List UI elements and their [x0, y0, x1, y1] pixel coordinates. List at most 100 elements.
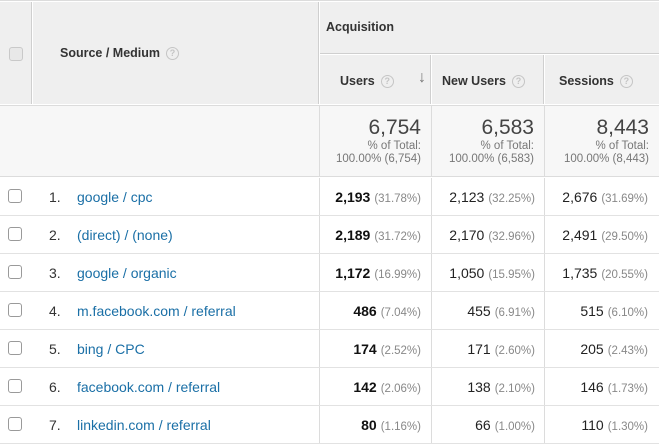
row-checkbox[interactable] [8, 379, 22, 393]
users-label: Users [340, 74, 375, 88]
users-value: 80 [361, 417, 377, 433]
sessions-cell: 515 (6.10%) [580, 303, 648, 319]
source-medium-link[interactable]: linkedin.com / referral [77, 417, 211, 433]
column-divider [544, 330, 545, 367]
sessions-value: 110 [581, 417, 604, 433]
users-cell: 2,193 (31.78%) [335, 189, 421, 205]
new-users-total-cell: 6,583 % of Total: 100.00% (6,583) [432, 105, 545, 177]
column-divider [431, 292, 432, 329]
new-users-percent: (2.10%) [494, 383, 535, 395]
users-total-caption: % of Total: [367, 140, 422, 152]
table-row: 6. facebook.com / referral 142 (2.06%) 138 (2… [0, 368, 659, 406]
help-icon[interactable]: ? [619, 75, 633, 88]
column-divider [319, 292, 320, 329]
users-total-cell: 6,754 % of Total: 100.00% (6,754) [320, 105, 432, 177]
row-checkbox[interactable] [8, 341, 22, 355]
sessions-total-value: 8,443 [596, 116, 649, 139]
new-users-cell: 2,170 (32.96%) [449, 227, 535, 243]
row-rank: 3. [49, 265, 61, 281]
users-value: 1,172 [335, 265, 371, 281]
row-checkbox[interactable] [8, 227, 22, 241]
sessions-cell: 110 (1.30%) [581, 417, 648, 433]
column-divider [431, 254, 432, 291]
help-icon[interactable]: ? [511, 75, 525, 88]
column-divider [319, 368, 320, 405]
new-users-cell: 171 (2.60%) [467, 341, 535, 357]
row-checkbox[interactable] [8, 189, 22, 203]
sessions-cell: 1,735 (20.55%) [562, 265, 648, 281]
users-percent: (16.99%) [374, 269, 421, 281]
sessions-cell: 2,676 (31.69%) [562, 189, 648, 205]
users-percent: (1.16%) [380, 421, 421, 433]
users-cell: 2,189 (31.72%) [335, 227, 421, 243]
new-users-percent: (6.91%) [494, 307, 535, 319]
row-checkbox[interactable] [8, 265, 22, 279]
source-medium-link[interactable]: (direct) / (none) [77, 227, 173, 243]
acquisition-label: Acquisition [326, 20, 395, 34]
row-rank: 2. [49, 227, 61, 243]
new-users-cell: 138 (2.10%) [467, 379, 535, 395]
users-value: 2,189 [335, 227, 371, 243]
users-value: 2,193 [335, 189, 371, 205]
table-row: 3. google / organic 1,172 (16.99%) 1,050 (15.… [0, 254, 659, 292]
row-checkbox[interactable] [8, 417, 22, 431]
users-value: 486 [353, 303, 377, 319]
new-users-cell: 66 (1.00%) [475, 417, 535, 433]
source-medium-link[interactable]: m.facebook.com / referral [77, 303, 236, 319]
select-all-checkbox[interactable] [9, 47, 23, 61]
column-divider [319, 254, 320, 291]
sessions-percent: (31.69%) [601, 193, 648, 205]
column-divider [544, 292, 545, 329]
column-divider [544, 178, 545, 215]
new-users-cell: 455 (6.91%) [467, 303, 535, 319]
new-users-cell: 2,123 (32.25%) [449, 189, 535, 205]
source-medium-header[interactable]: Source / Medium? [33, 2, 319, 104]
new-users-value: 66 [475, 417, 491, 433]
users-cell: 486 (7.04%) [353, 303, 421, 319]
sort-descending-icon[interactable]: ↓ [418, 69, 426, 86]
sessions-value: 1,735 [562, 265, 598, 281]
new-users-value: 138 [467, 379, 491, 395]
table-row: 1. google / cpc 2,193 (31.78%) 2,123 (32.25%)… [0, 178, 659, 216]
column-divider [319, 330, 320, 367]
sessions-total-caption: % of Total: [595, 140, 650, 152]
help-icon[interactable]: ? [380, 75, 394, 88]
sessions-percent: (2.43%) [607, 345, 648, 357]
users-percent: (2.52%) [380, 345, 421, 357]
sessions-percent: (29.50%) [601, 231, 648, 243]
sessions-value: 515 [580, 303, 604, 319]
new-users-column-header[interactable]: New Users? [432, 55, 544, 104]
source-medium-link[interactable]: google / organic [77, 265, 177, 281]
sessions-label: Sessions [559, 74, 614, 88]
sessions-percent: (1.30%) [607, 421, 648, 433]
users-column-header[interactable]: Users? ↓ [320, 55, 431, 104]
new-users-value: 455 [467, 303, 491, 319]
row-checkbox[interactable] [8, 303, 22, 317]
sessions-total-cell: 8,443 % of Total: 100.00% (8,443) [545, 105, 659, 177]
column-divider [544, 216, 545, 253]
sessions-value: 205 [580, 341, 604, 357]
sessions-percent: (20.55%) [601, 269, 648, 281]
source-medium-link[interactable]: google / cpc [77, 189, 153, 205]
users-percent: (31.72%) [374, 231, 421, 243]
column-divider [319, 216, 320, 253]
source-medium-link[interactable]: facebook.com / referral [77, 379, 221, 395]
new-users-percent: (15.95%) [488, 269, 535, 281]
sessions-value: 2,491 [562, 227, 598, 243]
new-users-percent: (32.96%) [488, 231, 535, 243]
row-rank: 5. [49, 341, 61, 357]
row-rank: 7. [49, 417, 61, 433]
source-medium-link[interactable]: bing / CPC [77, 341, 145, 357]
column-divider [431, 330, 432, 367]
users-value: 142 [353, 379, 377, 395]
users-cell: 142 (2.06%) [353, 379, 421, 395]
sessions-value: 2,676 [562, 189, 598, 205]
new-users-value: 171 [467, 341, 491, 357]
help-icon[interactable]: ? [166, 47, 180, 60]
users-cell: 174 (2.52%) [353, 341, 421, 357]
sessions-value: 146 [580, 379, 604, 395]
new-users-total-caption: % of Total: [480, 140, 535, 152]
users-cell: 80 (1.16%) [361, 417, 421, 433]
sessions-column-header[interactable]: Sessions? [545, 55, 659, 104]
